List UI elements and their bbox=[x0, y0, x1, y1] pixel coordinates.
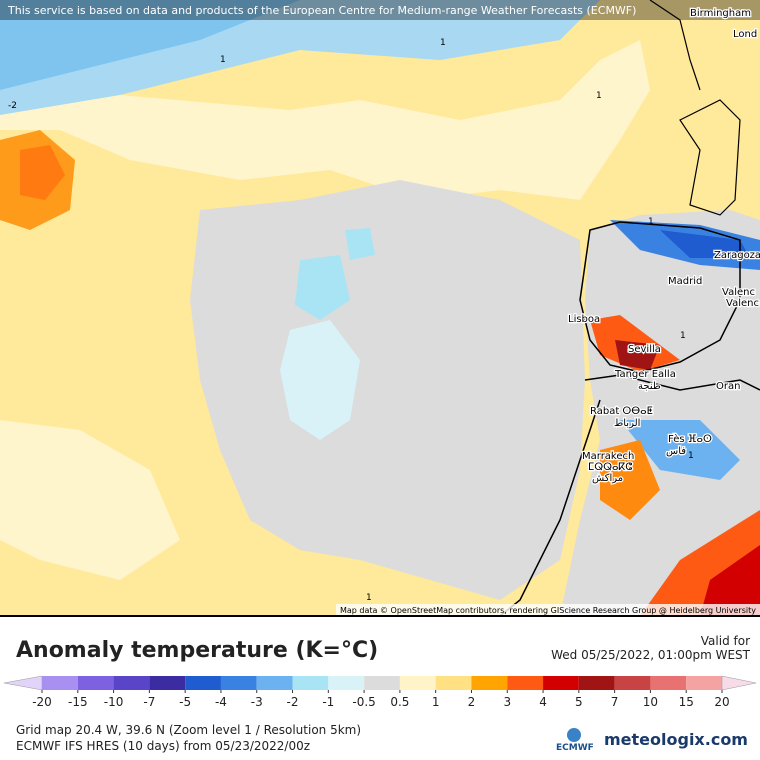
city-label: Valenc bbox=[726, 298, 759, 309]
colorbar-tick-label: -15 bbox=[68, 695, 88, 709]
colorbar-segment bbox=[543, 676, 579, 690]
colorbar-tick-label: 15 bbox=[679, 695, 694, 709]
colorbar-segment bbox=[328, 676, 365, 690]
city-label: Lisboa bbox=[568, 314, 600, 325]
city-label: فاس bbox=[666, 446, 686, 457]
colorbar-tick-label: 2 bbox=[468, 695, 476, 709]
grid-info: Grid map 20.4 W, 39.6 N (Zoom level 1 / … bbox=[16, 723, 362, 737]
colorbar-tick-label: 4 bbox=[539, 695, 547, 709]
colorbar-segment bbox=[399, 676, 436, 690]
city-label: Zaragoza bbox=[714, 250, 760, 261]
city-label: الرباط bbox=[614, 418, 640, 429]
city-label: مراكش bbox=[592, 473, 623, 484]
colorbar-segment bbox=[185, 676, 221, 690]
colorbar-tick-label: -1 bbox=[322, 695, 334, 709]
ecmwf-icon bbox=[567, 728, 581, 742]
contour-label: 1 bbox=[440, 38, 446, 48]
colorbar: -20 -15 -10 -7 -5 -4 -3 -2 -1 -0.5 0.5 1 2 3 4 5 7 10 15 20 bbox=[3, 675, 757, 709]
contour-label: 1 bbox=[366, 593, 372, 603]
ecmwf-text: ECMWF bbox=[556, 743, 594, 753]
valid-time: Wed 05/25/2022, 01:00pm WEST bbox=[551, 648, 750, 662]
valid-label: Valid for bbox=[700, 634, 750, 648]
colorbar-tick-label: -3 bbox=[251, 695, 263, 709]
city-label: Rabat ⵔⴱⴰⵟ bbox=[590, 406, 653, 417]
valid-block: Valid for Wed 05/25/2022, 01:00pm WEST bbox=[551, 634, 750, 662]
colorbar-segment bbox=[220, 676, 257, 690]
colorbar-segment bbox=[364, 676, 400, 690]
colorbar-tick-label: -4 bbox=[215, 695, 227, 709]
colorbar-tick-label: -10 bbox=[104, 695, 124, 709]
model-info: ECMWF IFS HRES (10 days) from 05/23/2022… bbox=[16, 739, 311, 753]
colorbar-segment bbox=[77, 676, 114, 690]
city-label: Sevilla bbox=[628, 344, 661, 355]
city-label: Lond bbox=[733, 29, 757, 40]
attribution: Map data © OpenStreetMap contributors, r… bbox=[340, 606, 756, 615]
colorbar-tick-label: -20 bbox=[32, 695, 52, 709]
colorbar-segment bbox=[113, 676, 150, 690]
city-label: طنجة bbox=[638, 381, 661, 392]
ecmwf-logo: ECMWF bbox=[556, 728, 594, 753]
colorbar-tick-label: 0.5 bbox=[390, 695, 409, 709]
colorbar-tick-label: -7 bbox=[143, 695, 155, 709]
contour-label: 1 bbox=[648, 217, 654, 227]
colorbar-tick-label: 10 bbox=[643, 695, 658, 709]
brand[interactable]: meteologix.com bbox=[604, 730, 748, 749]
colorbar-tick-label: -2 bbox=[287, 695, 299, 709]
city-label: Marrakech bbox=[582, 451, 634, 462]
contour-label: 1 bbox=[220, 55, 226, 65]
colorbar-segment bbox=[686, 676, 722, 690]
colorbar-tick-label: 1 bbox=[432, 695, 440, 709]
title: Anomaly temperature (K=°C) bbox=[16, 638, 379, 663]
colorbar-segment bbox=[435, 676, 472, 690]
city-label: Valenc bbox=[722, 287, 755, 298]
colorbar-tick-label: -5 bbox=[179, 695, 191, 709]
colorbar-tick-label: 5 bbox=[575, 695, 583, 709]
city-label: ⵎⵕⵕⴰⴽⵛ bbox=[588, 462, 632, 473]
colorbar-tick-label: 7 bbox=[611, 695, 619, 709]
colorbar-tick-label: 3 bbox=[503, 695, 511, 709]
colorbar-segment bbox=[42, 676, 78, 690]
contour-label: 1 bbox=[596, 91, 602, 101]
colorbar-arrow bbox=[3, 675, 43, 691]
city-label: Madrid bbox=[668, 276, 702, 287]
contour-label: -2 bbox=[8, 101, 17, 111]
banner: This service is based on data and produc… bbox=[7, 4, 636, 17]
map: This service is based on data and produc… bbox=[0, 0, 760, 616]
contour-label: 1 bbox=[688, 451, 694, 461]
colorbar-segment bbox=[292, 676, 329, 690]
contour-label: 1 bbox=[680, 331, 686, 341]
colorbar-segment bbox=[650, 676, 687, 690]
colorbar-tick-label: -0.5 bbox=[352, 695, 375, 709]
colorbar-arrow bbox=[721, 675, 757, 691]
city-label: Oran bbox=[716, 381, 740, 392]
colorbar-segment bbox=[149, 676, 186, 690]
city-label: Tanger Ealla bbox=[614, 369, 676, 380]
city-label: Fès ⴼⴰⵙ bbox=[668, 433, 712, 445]
colorbar-tick-label: 20 bbox=[714, 695, 729, 709]
colorbar-segment bbox=[507, 676, 544, 690]
colorbar-segment bbox=[578, 676, 615, 690]
city-label: Birmingham bbox=[690, 8, 751, 19]
colorbar-segment bbox=[471, 676, 508, 690]
colorbar-segment bbox=[614, 676, 651, 690]
colorbar-segment bbox=[256, 676, 293, 690]
